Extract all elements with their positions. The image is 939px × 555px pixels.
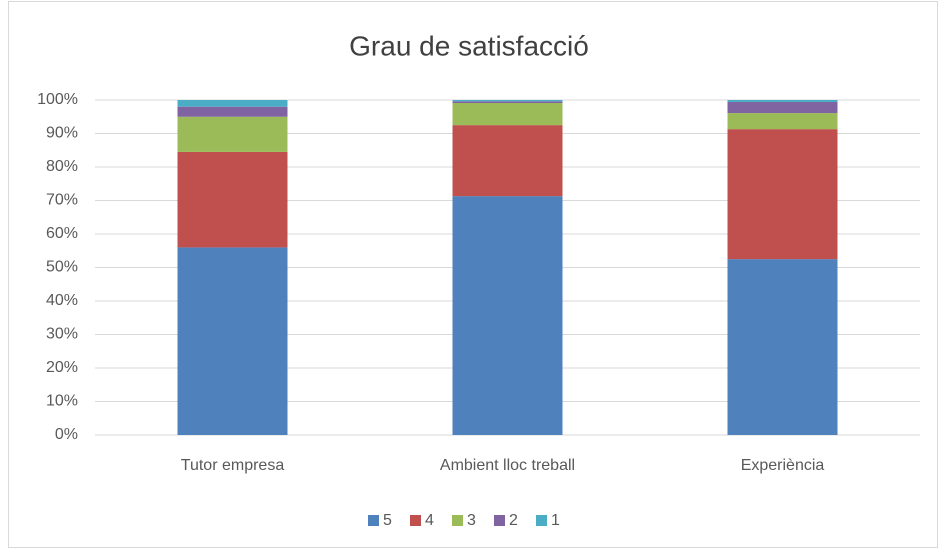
y-tick-label: 70% bbox=[46, 192, 78, 209]
bar-segment bbox=[177, 247, 288, 435]
legend-label: 1 bbox=[551, 512, 560, 529]
bar-segment bbox=[727, 129, 838, 260]
x-tick-label: Experiència bbox=[741, 457, 825, 474]
legend-label: 4 bbox=[425, 512, 434, 529]
bar-segment bbox=[452, 103, 563, 126]
y-tick-label: 30% bbox=[46, 326, 78, 343]
legend-swatch bbox=[452, 515, 463, 526]
x-tick-label: Ambient lloc treball bbox=[440, 457, 575, 474]
legend-label: 5 bbox=[383, 512, 392, 529]
chart-title: Grau de satisfacció bbox=[349, 30, 589, 61]
bar-segment bbox=[452, 101, 563, 104]
y-tick-label: 100% bbox=[37, 91, 78, 108]
bar-segment bbox=[177, 116, 288, 152]
legend-swatch bbox=[410, 515, 421, 526]
y-tick-label: 10% bbox=[46, 393, 78, 410]
bar-segment bbox=[452, 100, 563, 102]
legend-label: 3 bbox=[467, 512, 476, 529]
y-tick-label: 80% bbox=[46, 158, 78, 175]
legend-swatch bbox=[368, 515, 379, 526]
y-tick-label: 60% bbox=[46, 225, 78, 242]
bar-segment bbox=[177, 106, 288, 117]
y-tick-label: 90% bbox=[46, 125, 78, 142]
bar-segment bbox=[727, 102, 838, 114]
y-tick-label: 50% bbox=[46, 259, 78, 276]
legend-label: 2 bbox=[509, 512, 518, 529]
bar-segment bbox=[452, 125, 563, 197]
bar-segment bbox=[727, 259, 838, 435]
bar-segment bbox=[727, 100, 838, 103]
bar-segment bbox=[452, 196, 563, 435]
bar-segment bbox=[727, 113, 838, 130]
legend-swatch bbox=[536, 515, 547, 526]
y-tick-label: 0% bbox=[55, 426, 78, 443]
y-tick-label: 20% bbox=[46, 359, 78, 376]
y-tick-label: 40% bbox=[46, 292, 78, 309]
legend-swatch bbox=[494, 515, 505, 526]
x-tick-label: Tutor empresa bbox=[181, 457, 285, 474]
bar-segment bbox=[177, 151, 288, 248]
bar-segment bbox=[177, 100, 288, 107]
